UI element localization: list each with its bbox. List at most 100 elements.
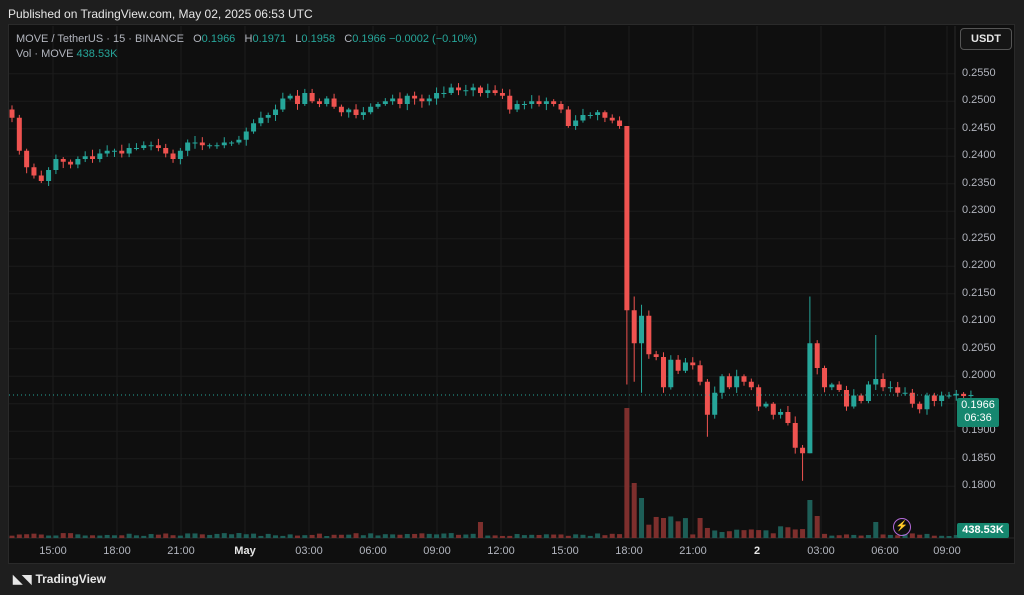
x-tick-label: 06:00 [871, 545, 899, 557]
candle-body [800, 447, 806, 454]
volume-bar [155, 534, 161, 538]
volume-bar [273, 535, 279, 538]
volume-bar [38, 534, 44, 538]
candle-body [756, 387, 762, 407]
volume-bar [280, 535, 286, 538]
candle-body [441, 93, 447, 94]
volume-bar [734, 529, 740, 538]
x-tick-label: 09:00 [423, 545, 451, 557]
candle-body [456, 87, 462, 91]
published-caption: Published on TradingView.com, May 02, 20… [8, 7, 313, 21]
volume-bar [53, 535, 59, 538]
candle-body [38, 175, 44, 181]
volume-bar [199, 534, 205, 538]
volume-bar [419, 533, 425, 538]
volume-bar [375, 535, 381, 538]
lightning-icon[interactable]: ⚡ [893, 518, 911, 536]
candle-body [873, 379, 879, 385]
volume-bar [111, 535, 117, 538]
volume-bar [909, 533, 915, 538]
last-price-tag: 0.1966 06:36 [957, 398, 999, 427]
candle-body [273, 109, 279, 115]
candle-body [734, 376, 740, 388]
candle-body [543, 101, 549, 104]
volume-bar [800, 529, 806, 538]
volume-bar [770, 533, 776, 538]
volume-bar [477, 522, 483, 538]
volume-bar [390, 534, 396, 538]
high-label: H [244, 33, 253, 45]
candle-body [68, 161, 74, 165]
y-tick-label: 0.1850 [962, 451, 996, 464]
candle-body [470, 87, 476, 91]
candle-body [902, 392, 908, 394]
candle-body [16, 117, 22, 151]
candle-body [551, 101, 557, 104]
volume-bar [880, 534, 886, 538]
volume-bar [631, 483, 637, 538]
volume-bar [382, 534, 388, 538]
bar-countdown: 06:36 [964, 412, 992, 424]
candle-body [155, 145, 161, 148]
volume-bar [397, 534, 403, 538]
volume-bar [719, 532, 725, 538]
candle-body [565, 109, 571, 126]
candle-body [624, 126, 630, 311]
volume-bar [551, 534, 557, 538]
candle-body [895, 387, 901, 393]
y-tick-label: 0.2350 [962, 176, 996, 189]
volume-bar [851, 534, 857, 538]
candle-body [214, 145, 220, 147]
volume-bar [170, 535, 176, 538]
volume-bar [653, 516, 659, 538]
volume-bar [265, 533, 271, 538]
volume-bar [895, 535, 901, 538]
candle-body [602, 112, 608, 118]
candle-body [917, 403, 923, 410]
candle-body [448, 87, 454, 93]
y-tick-label: 0.2450 [962, 121, 996, 134]
tradingview-logo[interactable]: ◣◥ TradingView [9, 572, 106, 586]
volume-bar [68, 533, 74, 538]
candle-body [529, 101, 535, 104]
candle-body [141, 145, 147, 148]
volume-bar [24, 534, 30, 538]
volume-bar [814, 516, 820, 538]
volume-bar [756, 530, 762, 538]
volume-bar [412, 533, 418, 538]
candle-body [287, 95, 293, 99]
volume-bar [214, 533, 220, 538]
candle-body [375, 104, 381, 107]
candle-body [778, 412, 784, 415]
volume-bar [470, 533, 476, 538]
volume-bar [565, 535, 571, 538]
candle-body [111, 150, 117, 152]
candle-body [843, 390, 849, 407]
candle-body [587, 115, 593, 116]
candle-body [748, 381, 754, 388]
candle-body [82, 156, 88, 159]
candle-body [177, 150, 183, 159]
volume-bar [82, 535, 88, 538]
volume-bar [404, 534, 410, 538]
volume-legend: Vol · MOVE 438.53K [16, 48, 118, 60]
candle-body [294, 95, 300, 104]
x-tick-label: May [234, 545, 256, 557]
volume-bar [75, 534, 81, 538]
candle-body [653, 354, 659, 357]
volume-bar [712, 530, 718, 538]
last-price-value: 0.1966 [961, 399, 995, 411]
candle-body [207, 145, 213, 147]
x-tick-label: 21:00 [679, 545, 707, 557]
volume-bar [302, 535, 308, 538]
candle-body [580, 115, 586, 121]
volume-bar [360, 535, 366, 538]
currency-unit-button[interactable]: USDT [960, 28, 1012, 50]
candle-body [382, 101, 388, 104]
candle-body [97, 153, 103, 159]
volume-bar [441, 533, 447, 538]
candle-body [829, 384, 835, 388]
volume-bar [778, 526, 784, 538]
candle-body [814, 343, 820, 368]
